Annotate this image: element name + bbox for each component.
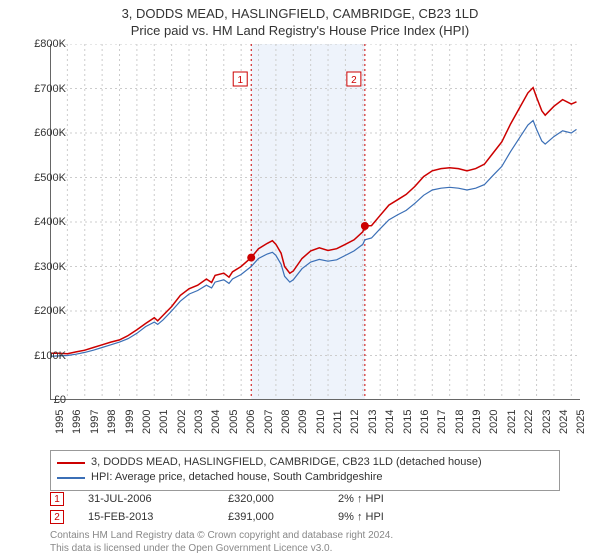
x-tick-label: 2022 <box>523 410 535 434</box>
x-tick-label: 2016 <box>419 410 431 434</box>
x-tick-label: 1996 <box>71 410 83 434</box>
x-tick-label: 2006 <box>245 410 257 434</box>
x-tick-label: 2020 <box>488 410 500 434</box>
marker-badge: 1 <box>50 492 64 506</box>
y-tick-label: £600K <box>34 127 66 139</box>
footnote-line2: This data is licensed under the Open Gov… <box>50 543 332 554</box>
x-tick-label: 2009 <box>297 410 309 434</box>
x-tick-label: 2010 <box>315 410 327 434</box>
y-tick-label: £200K <box>34 305 66 317</box>
x-tick-label: 2001 <box>158 410 170 434</box>
legend: 3, DODDS MEAD, HASLINGFIELD, CAMBRIDGE, … <box>50 450 560 491</box>
x-tick-label: 2019 <box>471 410 483 434</box>
x-tick-label: 2024 <box>558 410 570 434</box>
marker-price: £320,000 <box>228 493 338 505</box>
x-tick-label: 2025 <box>575 410 587 434</box>
x-tick-label: 2002 <box>176 410 188 434</box>
y-tick-label: £0 <box>54 394 66 406</box>
legend-item-hpi: HPI: Average price, detached house, Sout… <box>57 470 553 485</box>
svg-text:1: 1 <box>237 75 243 86</box>
x-tick-label: 2014 <box>384 410 396 434</box>
marker-row: 2 15-FEB-2013 £391,000 9% ↑ HPI <box>50 508 560 526</box>
marker-date: 15-FEB-2013 <box>88 511 228 523</box>
x-tick-label: 2017 <box>436 410 448 434</box>
y-tick-label: £800K <box>34 38 66 50</box>
legend-label: 3, DODDS MEAD, HASLINGFIELD, CAMBRIDGE, … <box>91 455 482 470</box>
x-tick-label: 2023 <box>541 410 553 434</box>
y-tick-label: £500K <box>34 172 66 184</box>
marker-price: £391,000 <box>228 511 338 523</box>
x-tick-label: 2018 <box>454 410 466 434</box>
x-tick-label: 2004 <box>210 410 222 434</box>
y-tick-label: £300K <box>34 261 66 273</box>
legend-swatch <box>57 477 85 479</box>
x-tick-label: 2008 <box>280 410 292 434</box>
marker-badge: 2 <box>50 510 64 524</box>
y-tick-label: £700K <box>34 83 66 95</box>
legend-item-property: 3, DODDS MEAD, HASLINGFIELD, CAMBRIDGE, … <box>57 455 553 470</box>
footnote-line1: Contains HM Land Registry data © Crown c… <box>50 530 393 541</box>
x-tick-label: 2015 <box>402 410 414 434</box>
x-tick-label: 2007 <box>263 410 275 434</box>
marker-row: 1 31-JUL-2006 £320,000 2% ↑ HPI <box>50 490 560 508</box>
x-tick-label: 2000 <box>141 410 153 434</box>
plot-svg: 12 <box>50 44 580 400</box>
x-tick-label: 1995 <box>54 410 66 434</box>
x-tick-label: 2003 <box>193 410 205 434</box>
marker-date: 31-JUL-2006 <box>88 493 228 505</box>
legend-swatch <box>57 462 85 464</box>
x-tick-label: 2011 <box>332 410 344 434</box>
chart-title-line1: 3, DODDS MEAD, HASLINGFIELD, CAMBRIDGE, … <box>0 0 600 21</box>
legend-label: HPI: Average price, detached house, Sout… <box>91 470 382 485</box>
x-tick-label: 2021 <box>506 410 518 434</box>
x-tick-label: 2013 <box>367 410 379 434</box>
chart-container: 3, DODDS MEAD, HASLINGFIELD, CAMBRIDGE, … <box>0 0 600 560</box>
plot-area: 12 <box>50 44 580 414</box>
x-tick-label: 1998 <box>106 410 118 434</box>
y-tick-label: £400K <box>34 216 66 228</box>
y-tick-label: £100K <box>34 350 66 362</box>
footnote: Contains HM Land Registry data © Crown c… <box>50 530 560 555</box>
marker-diff: 9% ↑ HPI <box>338 511 560 523</box>
marker-diff: 2% ↑ HPI <box>338 493 560 505</box>
markers-table: 1 31-JUL-2006 £320,000 2% ↑ HPI 2 15-FEB… <box>50 490 560 526</box>
svg-text:2: 2 <box>351 75 357 86</box>
x-tick-label: 1999 <box>124 410 136 434</box>
x-tick-label: 2005 <box>228 410 240 434</box>
x-tick-label: 1997 <box>89 410 101 434</box>
chart-title-line2: Price paid vs. HM Land Registry's House … <box>0 21 600 42</box>
x-tick-label: 2012 <box>349 410 361 434</box>
